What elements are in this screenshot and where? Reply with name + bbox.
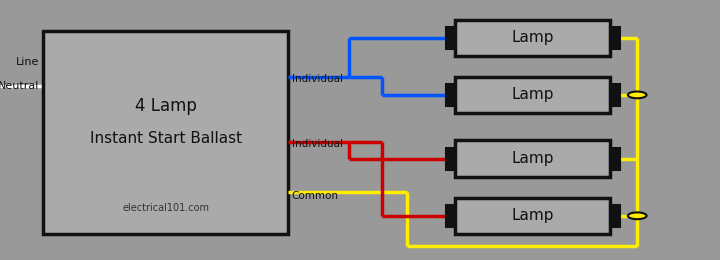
FancyBboxPatch shape (43, 31, 288, 234)
FancyBboxPatch shape (455, 140, 610, 177)
Circle shape (628, 212, 647, 219)
Text: Individual: Individual (292, 139, 343, 149)
Text: Lamp: Lamp (511, 151, 554, 166)
FancyBboxPatch shape (455, 20, 610, 56)
FancyBboxPatch shape (611, 27, 620, 49)
FancyBboxPatch shape (611, 148, 620, 170)
Text: electrical101.com: electrical101.com (122, 203, 209, 213)
FancyBboxPatch shape (446, 27, 455, 49)
FancyBboxPatch shape (455, 77, 610, 113)
FancyBboxPatch shape (446, 148, 455, 170)
FancyBboxPatch shape (611, 84, 620, 106)
FancyBboxPatch shape (446, 84, 455, 106)
Text: Lamp: Lamp (511, 208, 554, 223)
Text: Line: Line (17, 57, 40, 67)
FancyBboxPatch shape (446, 205, 455, 227)
FancyBboxPatch shape (455, 198, 610, 234)
Text: 4 Lamp: 4 Lamp (135, 97, 197, 115)
Text: Lamp: Lamp (511, 30, 554, 45)
Text: Common: Common (292, 191, 338, 200)
Text: Individual: Individual (292, 74, 343, 84)
Circle shape (628, 92, 647, 98)
Text: Lamp: Lamp (511, 87, 554, 102)
Text: Neutral: Neutral (0, 81, 40, 91)
FancyBboxPatch shape (611, 205, 620, 227)
Text: Instant Start Ballast: Instant Start Ballast (89, 131, 242, 146)
